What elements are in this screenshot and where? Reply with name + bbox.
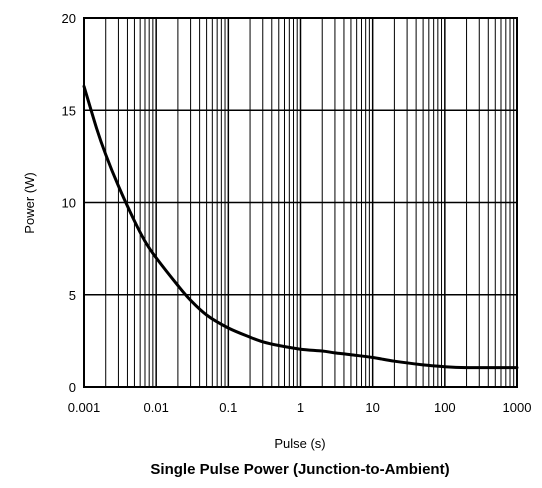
y-tick-label: 0 xyxy=(69,380,76,395)
y-tick-label: 20 xyxy=(62,11,76,26)
x-tick-label: 1 xyxy=(297,400,304,415)
y-tick-label: 5 xyxy=(69,288,76,303)
chart-title: Single Pulse Power (Junction-to-Ambient) xyxy=(150,461,449,478)
x-tick-label: 0.001 xyxy=(68,400,101,415)
y-tick-labels: 0 5 10 15 20 xyxy=(62,11,76,395)
x-tick-label: 0.1 xyxy=(219,400,237,415)
plot-frame xyxy=(83,17,518,388)
x-axis-label: Pulse (s) xyxy=(274,436,325,451)
x-tick-label: 10 xyxy=(365,400,379,415)
x-tick-label: 100 xyxy=(434,400,456,415)
y-tick-label: 10 xyxy=(62,196,76,211)
x-tick-label: 0.01 xyxy=(144,400,169,415)
y-tick-label: 15 xyxy=(62,103,76,118)
y-axis-label: Power (W) xyxy=(22,172,37,233)
x-tick-label: 1000 xyxy=(503,400,532,415)
x-tick-labels: 0.001 0.01 0.1 1 10 100 1000 xyxy=(68,400,532,415)
power-curve xyxy=(82,84,519,370)
